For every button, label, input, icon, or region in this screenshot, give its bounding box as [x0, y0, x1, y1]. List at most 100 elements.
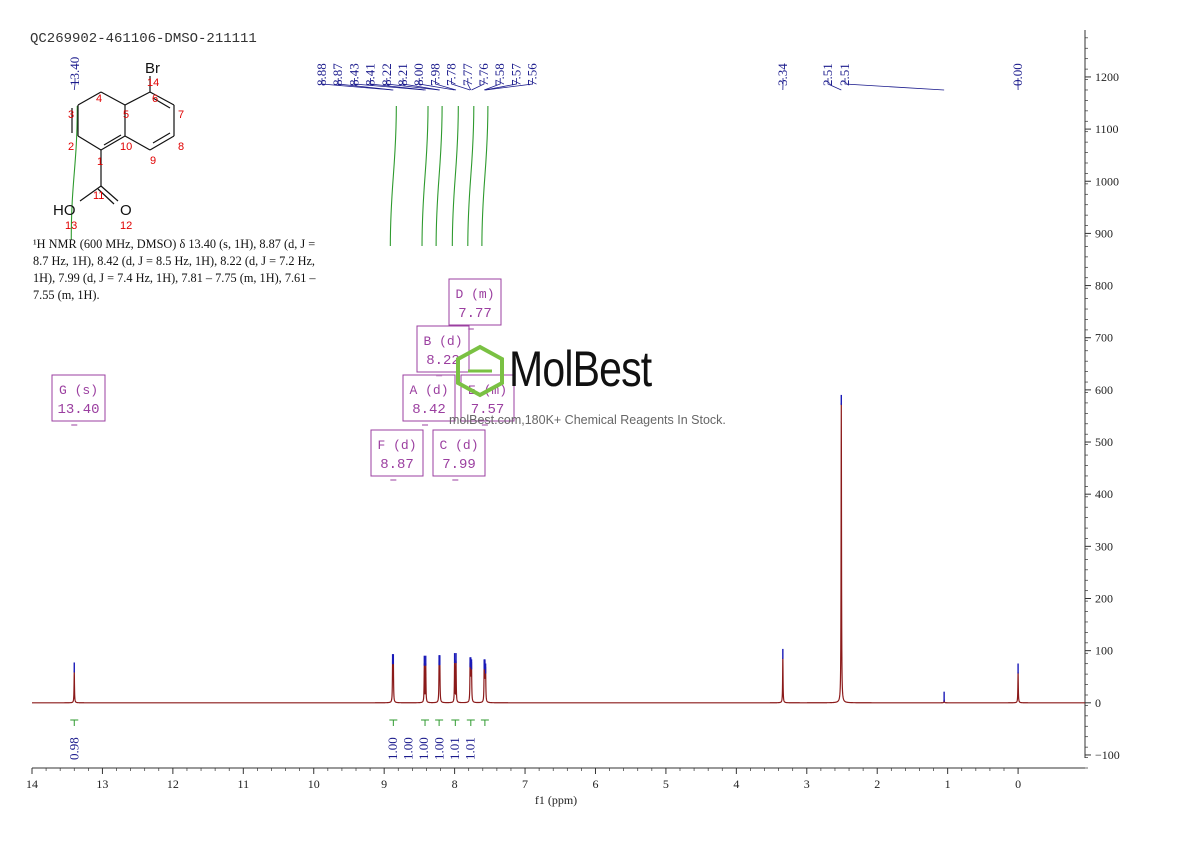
multiplet-label: A (d) — [409, 383, 448, 398]
peak-shift-label: 8.88 — [314, 63, 329, 86]
y-tick-label: 400 — [1095, 487, 1113, 501]
integral-value-label: 1.00 — [432, 737, 447, 760]
peak-shift-label: 3.34 — [775, 63, 790, 86]
atom-number: 8 — [178, 141, 184, 153]
nmr-description-line: 8.7 Hz, 1H), 8.42 (d, J = 8.5 Hz, 1H), 8… — [33, 253, 373, 270]
y-tick-label: 300 — [1095, 539, 1113, 553]
x-tick-label: 14 — [26, 777, 38, 791]
watermark-tagline: molBest.com,180K+ Chemical Reagents In S… — [449, 413, 726, 427]
peak-shift-label: 7.56 — [525, 63, 540, 86]
peak-shift-label: 8.00 — [411, 63, 426, 86]
x-tick-label: 1 — [945, 777, 951, 791]
x-tick-label: 0 — [1015, 777, 1021, 791]
atom-number: 9 — [150, 155, 156, 167]
y-tick-label: 900 — [1095, 226, 1113, 240]
multiplet-label: D (m) — [455, 287, 494, 302]
multiplet-box: F (d) 8.87 — [371, 430, 423, 480]
multiplet-label: B (d) — [423, 334, 462, 349]
x-axis-title: f1 (ppm) — [535, 793, 577, 807]
x-tick-label: 10 — [308, 777, 320, 791]
peak-shift-label: 7.78 — [444, 63, 459, 86]
integral-curve — [422, 106, 428, 246]
y-tick-label: 100 — [1095, 644, 1113, 658]
x-tick-label: 3 — [804, 777, 810, 791]
atom-number: 10 — [120, 141, 132, 153]
multiplet-box: B (d) 8.22 — [417, 326, 469, 376]
nmr-description-line: ¹H NMR (600 MHz, DMSO) δ 13.40 (s, 1H), … — [33, 236, 373, 253]
multiplet-value: 8.42 — [412, 402, 446, 418]
y-tick-label: 500 — [1095, 435, 1113, 449]
hydroxyl-label: HO — [53, 202, 76, 219]
x-tick-label: 11 — [238, 777, 250, 791]
atom-number: 7 — [178, 109, 184, 121]
multiplet-box: G (s) 13.40 — [52, 375, 105, 425]
integral-curve — [390, 106, 396, 246]
x-tick-label: 8 — [452, 777, 458, 791]
x-tick-label: 7 — [522, 777, 528, 791]
multiplet-value: 7.77 — [458, 306, 492, 322]
peak-label-connector — [845, 78, 944, 90]
atom-number: 11 — [93, 190, 104, 202]
multiplet-value: 8.87 — [380, 457, 414, 473]
multiplet-box: A (d) 8.42 — [403, 375, 455, 425]
y-tick-label: 800 — [1095, 279, 1113, 293]
peak-shift-label: 8.21 — [395, 63, 410, 86]
peak-shift-label: 0.00 — [1010, 63, 1025, 86]
atom-number: 5 — [123, 109, 129, 121]
x-tick-label: 4 — [733, 777, 739, 791]
integral-value-label: 0.98 — [66, 737, 81, 760]
y-tick-label: 1100 — [1095, 122, 1119, 136]
y-tick-label: 200 — [1095, 591, 1113, 605]
peak-shift-label: 2.51 — [820, 63, 835, 86]
peak-shift-label: 7.57 — [508, 63, 523, 86]
multiplet-box: C (d) 7.99 — [433, 430, 485, 480]
peak-shift-label: 8.41 — [363, 63, 378, 86]
atom-number: 1 — [97, 156, 103, 168]
multiplet-value: 8.22 — [426, 353, 460, 369]
bromine-label: Br — [145, 60, 160, 77]
integral-value-label: 1.00 — [401, 737, 416, 760]
multiplet-value: 7.99 — [442, 457, 476, 473]
integral-value-label: 1.00 — [385, 737, 400, 760]
y-tick-label: 1200 — [1095, 70, 1119, 84]
atom-number: 12 — [120, 220, 132, 232]
carbonyl-oxygen-label: O — [120, 202, 132, 219]
y-tick-label: 600 — [1095, 383, 1113, 397]
atom-number: 6 — [152, 93, 158, 105]
spectrum-trace — [32, 403, 1085, 703]
integral-curve — [468, 106, 474, 246]
integral-curve — [452, 106, 458, 246]
multiplet-label: C (d) — [439, 438, 478, 453]
atom-number: 13 — [65, 220, 77, 232]
atom-number: 4 — [96, 93, 102, 105]
atom-number: 14 — [147, 77, 159, 89]
peak-shift-label: 7.76 — [476, 63, 491, 86]
peak-shift-label: 8.22 — [379, 63, 394, 86]
x-tick-label: 13 — [96, 777, 108, 791]
multiplet-value: 13.40 — [57, 402, 99, 418]
peak-shift-label: 13.40 — [67, 57, 82, 86]
watermark-logo: MolBest — [509, 340, 651, 398]
nmr-description-line: 1H), 7.99 (d, J = 7.4 Hz, 1H), 7.81 – 7.… — [33, 270, 373, 287]
multiplet-label: G (s) — [59, 383, 98, 398]
y-tick-label: −100 — [1095, 748, 1120, 762]
atom-number: 3 — [68, 109, 74, 121]
multiplet-label: F (d) — [377, 438, 416, 453]
y-tick-label: 1000 — [1095, 174, 1119, 188]
x-tick-label: 9 — [381, 777, 387, 791]
peak-shift-label: 7.58 — [492, 63, 507, 86]
multiplet-box: D (m) 7.77 — [449, 279, 501, 329]
peak-shift-label: 7.77 — [460, 63, 475, 86]
x-tick-label: 6 — [592, 777, 598, 791]
peak-shift-label: 8.43 — [346, 63, 361, 86]
peak-shift-label: 2.51 — [837, 63, 852, 86]
peak-shift-label: 8.87 — [330, 63, 345, 86]
x-tick-label: 2 — [874, 777, 880, 791]
integral-curve — [482, 106, 488, 246]
sample-title: QC269902-461106-DMSO-211111 — [30, 31, 257, 47]
y-tick-label: 700 — [1095, 331, 1113, 345]
x-tick-label: 12 — [167, 777, 179, 791]
molecule-structure — [72, 76, 174, 204]
atom-number: 2 — [68, 141, 74, 153]
integral-value-label: 1.01 — [463, 737, 478, 760]
